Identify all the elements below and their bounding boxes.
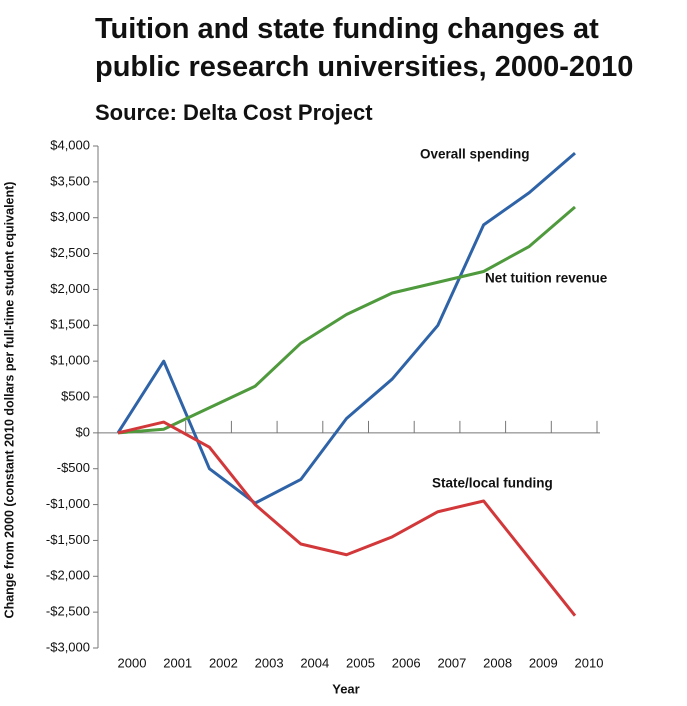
x-tick-label: 2000: [118, 655, 147, 670]
x-tick-label: 2010: [575, 655, 604, 670]
y-tick-label: $3,000: [50, 209, 90, 224]
y-tick-label: -$1,000: [46, 496, 90, 511]
y-tick-label: -$2,500: [46, 604, 90, 619]
x-tick-label: 2004: [300, 655, 329, 670]
y-tick-label: $4,000: [50, 137, 90, 152]
chart-title: Tuition and state funding changes at pub…: [95, 13, 634, 83]
x-tick-label: 2009: [529, 655, 558, 670]
y-tick-label: -$500: [57, 460, 90, 475]
y-tick-label: $2,500: [50, 245, 90, 260]
y-tick-label: $1,500: [50, 317, 90, 332]
y-tick-label: -$2,000: [46, 568, 90, 583]
y-tick-label: $500: [61, 388, 90, 403]
x-tick-label: 2008: [483, 655, 512, 670]
y-tick-label: $2,000: [50, 281, 90, 296]
x-tick-label: 2005: [346, 655, 375, 670]
y-tick-label: $3,500: [50, 173, 90, 188]
x-tick-label: 2001: [163, 655, 192, 670]
series-label: Net tuition revenue: [485, 271, 608, 286]
y-tick-label: $1,000: [50, 353, 90, 368]
x-axis-label: Year: [332, 681, 359, 696]
chart-subtitle: Source: Delta Cost Project: [95, 100, 373, 125]
y-tick-label: $0: [76, 424, 90, 439]
y-axis-label: Change from 2000 (constant 2010 dollars …: [2, 182, 16, 619]
series-line: [117, 205, 576, 435]
series-line: [117, 420, 577, 617]
x-tick-label: 2002: [209, 655, 238, 670]
x-tick-label: 2003: [255, 655, 284, 670]
x-tick-label: 2007: [437, 655, 466, 670]
series-line: [116, 152, 576, 505]
y-tick-label: -$3,000: [46, 639, 90, 654]
series-label: Overall spending: [420, 147, 530, 162]
series-label: State/local funding: [432, 476, 553, 491]
x-tick-label: 2006: [392, 655, 421, 670]
y-tick-label: -$1,500: [46, 532, 90, 547]
